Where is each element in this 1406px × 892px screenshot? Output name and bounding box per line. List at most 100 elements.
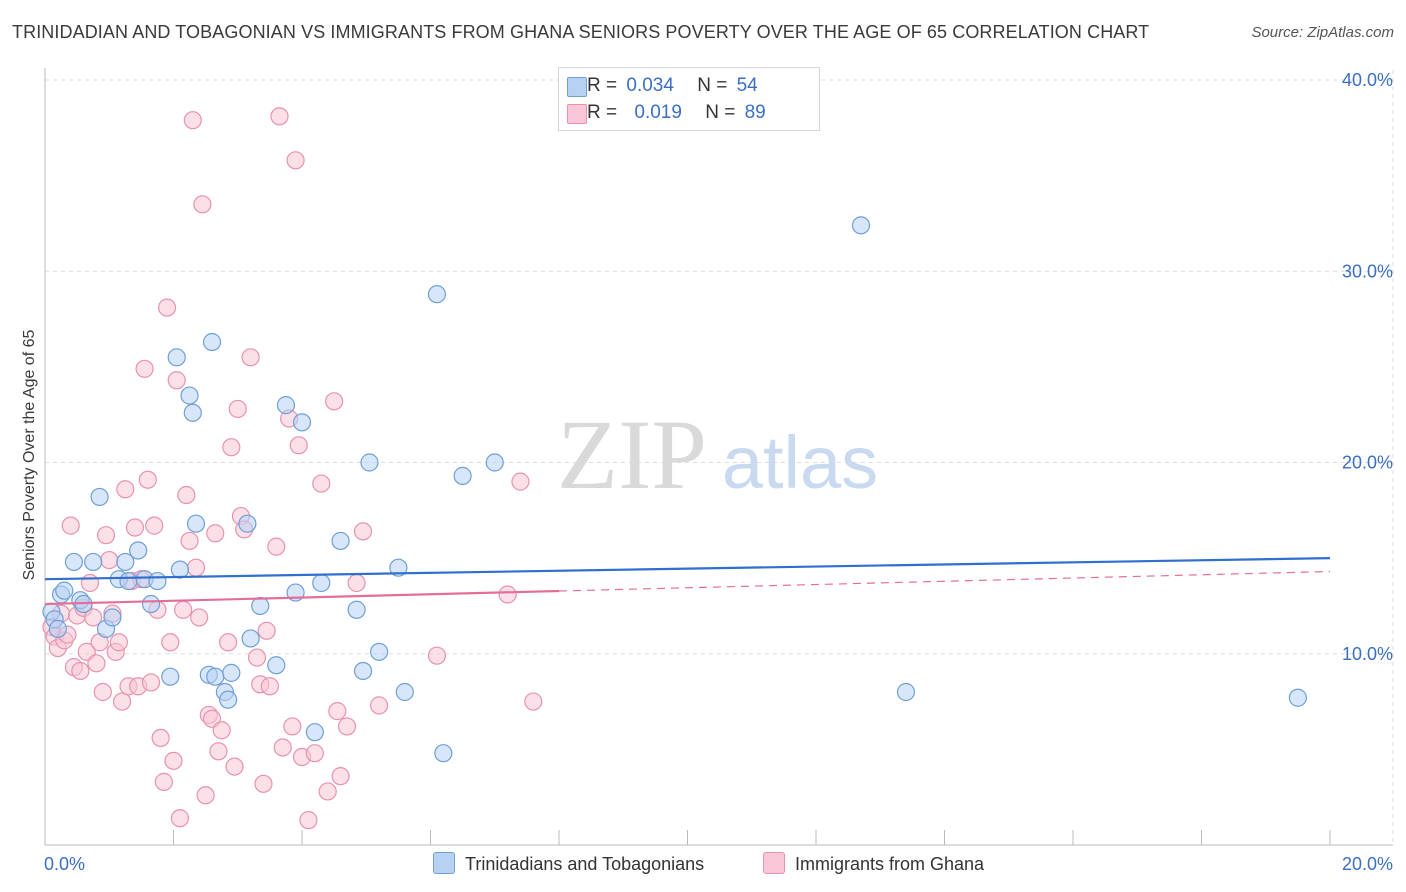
legend-n-value: 89	[744, 102, 766, 123]
data-point-ghana	[193, 195, 212, 214]
data-point-trinidad	[148, 571, 167, 591]
data-point-ghana	[93, 682, 112, 702]
legend-swatch-blue	[433, 852, 455, 874]
legend-r-value: 0.019	[634, 102, 682, 123]
data-point-ghana	[325, 392, 344, 411]
data-point-ghana	[161, 633, 180, 652]
data-point-ghana	[135, 359, 154, 378]
data-point-trinidad	[206, 667, 225, 686]
data-point-trinidad	[167, 348, 186, 367]
data-point-ghana	[196, 786, 215, 805]
data-point-ghana	[164, 751, 183, 770]
data-point-ghana	[109, 633, 128, 652]
y-tick-label: 20.0%	[1342, 453, 1393, 473]
data-point-trinidad	[238, 514, 257, 533]
data-point-ghana	[222, 438, 241, 457]
data-point-trinidad	[389, 558, 408, 577]
legend-label-trinidad: Trinidadians and Tobagonians	[465, 854, 705, 874]
data-point-ghana	[337, 717, 357, 736]
y-tick-label: 40.0%	[1342, 70, 1393, 90]
data-point-ghana	[212, 721, 231, 740]
data-point-ghana	[228, 399, 247, 419]
data-point-ghana	[225, 757, 244, 776]
data-point-trinidad	[161, 667, 180, 686]
data-point-ghana	[112, 692, 132, 711]
watermark: ZIP atlas	[557, 399, 878, 510]
data-point-ghana	[241, 348, 260, 367]
data-point-ghana	[331, 767, 350, 786]
legend-item-trinidad: Trinidadians and Tobagonians	[433, 852, 704, 875]
data-point-trinidad	[453, 466, 472, 485]
data-point-trinidad	[90, 487, 109, 507]
data-point-trinidad	[180, 386, 199, 405]
y-tick-label: 30.0%	[1342, 261, 1393, 281]
data-point-trinidad	[219, 690, 238, 709]
data-point-trinidad	[116, 552, 135, 572]
data-point-trinidad	[129, 541, 148, 560]
legend-swatch-pink	[567, 104, 587, 124]
data-point-trinidad	[370, 642, 389, 661]
data-point-ghana	[141, 673, 161, 692]
data-point-trinidad	[186, 514, 206, 533]
data-point-ghana	[257, 621, 276, 640]
data-point-trinidad	[427, 285, 447, 304]
y-axis-label: Seniors Poverty Over the Age of 65	[21, 329, 38, 581]
data-point-trinidad	[1288, 688, 1307, 707]
tick-labels: 10.0% 20.0% 30.0% 40.0% 0.0% 20.0%	[44, 70, 1393, 874]
legend-n-label: N =	[705, 102, 736, 123]
data-point-ghana	[305, 744, 324, 763]
data-point-ghana	[145, 516, 164, 535]
data-point-ghana	[312, 474, 331, 493]
legend-label-ghana: Immigrants from Ghana	[795, 854, 985, 874]
data-point-ghana	[186, 558, 206, 577]
data-point-ghana	[151, 728, 170, 748]
data-point-ghana	[283, 717, 302, 736]
data-point-trinidad	[48, 619, 67, 638]
data-point-trinidad	[141, 594, 161, 614]
data-point-trinidad	[292, 413, 312, 432]
legend-r-label: R =	[587, 75, 618, 96]
trend-line-ghana	[44, 589, 560, 606]
data-point-ghana	[524, 692, 543, 711]
x-tick-label: 0.0%	[44, 854, 85, 874]
watermark-zip: ZIP	[557, 399, 707, 510]
axes	[44, 68, 1393, 846]
data-point-ghana	[254, 774, 273, 793]
data-point-trinidad	[183, 403, 202, 422]
data-point-trinidad	[202, 332, 222, 352]
watermark-atlas: atlas	[722, 421, 878, 504]
data-point-trinidad	[434, 744, 453, 763]
data-point-ghana	[498, 585, 517, 604]
legend-swatch-blue	[567, 77, 587, 97]
data-point-ghana	[167, 371, 186, 390]
legend-swatch-pink	[763, 852, 785, 874]
legend-r-value: 0.034	[626, 75, 674, 96]
data-point-ghana	[206, 524, 225, 543]
data-point-trinidad	[170, 560, 190, 579]
data-point-ghana	[299, 811, 318, 830]
data-point-ghana	[80, 573, 100, 593]
legend-r-label: R =	[587, 102, 618, 123]
data-point-trinidad	[353, 661, 373, 681]
legend-item-ghana: Immigrants from Ghana	[763, 852, 984, 875]
source-label: Source: ZipAtlas.com	[1251, 24, 1394, 41]
y-tick-label: 10.0%	[1342, 644, 1393, 664]
data-point-trinidad	[55, 581, 74, 600]
data-point-ghana	[84, 608, 103, 627]
data-point-ghana	[219, 633, 238, 652]
data-point-ghana	[100, 550, 119, 570]
data-point-ghana	[183, 111, 202, 130]
data-point-ghana	[318, 782, 337, 801]
series-trinidad-points	[42, 216, 1307, 763]
data-point-trinidad	[312, 573, 331, 593]
data-point-trinidad	[241, 629, 260, 648]
data-point-trinidad	[64, 552, 84, 572]
legend-row-trinidad: R = 0.034 N = 54	[567, 75, 758, 97]
trend-line-ghana-extrapolated	[558, 570, 1331, 592]
data-point-ghana	[116, 480, 135, 499]
data-point-trinidad	[347, 600, 366, 619]
data-point-trinidad	[103, 608, 122, 627]
data-point-ghana	[180, 531, 199, 551]
data-point-ghana	[511, 472, 530, 491]
data-point-ghana	[347, 573, 366, 593]
